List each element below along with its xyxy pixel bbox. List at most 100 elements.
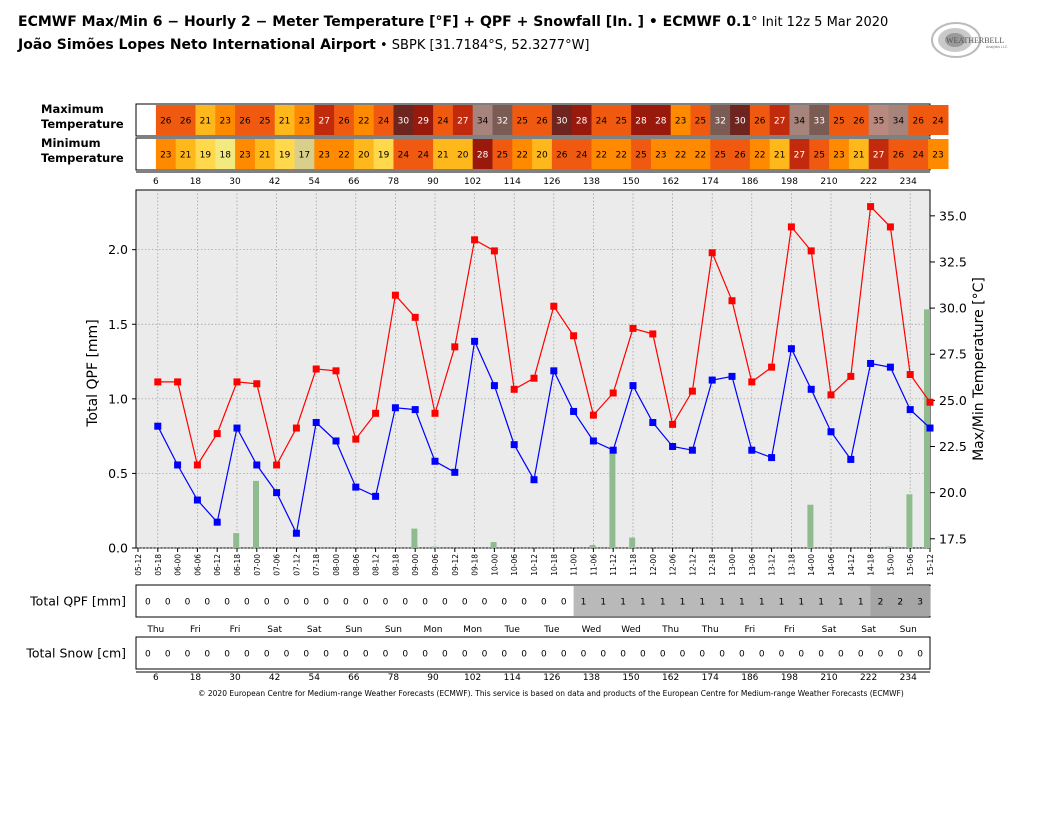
max-temp-row-cell bbox=[670, 105, 692, 135]
x-tick-label: 10-12 bbox=[530, 554, 539, 576]
min-temp-point bbox=[233, 424, 241, 432]
max-temp-row-cell bbox=[175, 105, 197, 135]
total-snow-value: 0 bbox=[204, 650, 210, 660]
max-temp-row-value: 26 bbox=[912, 117, 924, 127]
total-snow-value: 0 bbox=[739, 650, 745, 660]
total-qpf-value: 0 bbox=[145, 598, 151, 608]
total-snow-value: 0 bbox=[363, 650, 369, 660]
total-qpf-cell bbox=[771, 586, 792, 616]
total-qpf-value: 0 bbox=[165, 598, 171, 608]
top-hour-tick: 126 bbox=[543, 177, 560, 187]
total-snow-value: 0 bbox=[185, 650, 191, 660]
max-temp-point bbox=[768, 363, 776, 371]
min-temp-point bbox=[570, 407, 578, 415]
x-tick-label: 14-06 bbox=[827, 554, 836, 576]
min-temp-line bbox=[157, 339, 931, 536]
min-temp-row-cell bbox=[888, 139, 909, 169]
bottom-hour-tick: 222 bbox=[860, 673, 877, 683]
day-label: Fri bbox=[190, 625, 201, 635]
total-qpf-value: 0 bbox=[383, 598, 389, 608]
min-temp-row-value: 21 bbox=[774, 151, 785, 161]
min-temp-row-value: 20 bbox=[457, 151, 469, 161]
top-hour-tick: 30 bbox=[229, 177, 241, 187]
max-temp-row-cell bbox=[650, 105, 672, 135]
max-temp-point bbox=[688, 387, 696, 395]
min-temp-row-cell bbox=[393, 139, 414, 169]
min-temp-row-cell bbox=[650, 139, 672, 169]
max-temp-line bbox=[157, 205, 931, 467]
min-temp-row-value: 26 bbox=[556, 151, 568, 161]
total-qpf-value: 0 bbox=[284, 598, 290, 608]
min-temp-row-value: 26 bbox=[893, 151, 905, 161]
min-temp-row-cell bbox=[452, 139, 474, 169]
bottom-hour-tick: 102 bbox=[464, 673, 481, 683]
day-label: Thu bbox=[146, 625, 164, 635]
min-temp-row-value: 26 bbox=[734, 151, 746, 161]
total-qpf-value: 1 bbox=[858, 598, 864, 608]
max-temp-point bbox=[886, 223, 894, 231]
max-temp-point bbox=[807, 247, 815, 255]
max-temp-point bbox=[847, 372, 855, 380]
max-temp-row-value: 35 bbox=[873, 117, 884, 127]
max-temp-label-1: Maximum bbox=[41, 102, 104, 116]
x-tick-label: 10-00 bbox=[490, 554, 499, 576]
total-qpf-value: 1 bbox=[779, 598, 785, 608]
day-label: Wed bbox=[582, 625, 602, 635]
min-temp-label-2: Temperature bbox=[41, 151, 124, 165]
x-tick-label: 14-18 bbox=[867, 554, 876, 576]
left-tick-label: 1.5 bbox=[108, 317, 128, 332]
min-temp-point bbox=[490, 382, 498, 390]
total-snow-value: 0 bbox=[343, 650, 349, 660]
total-qpf-cell bbox=[870, 586, 891, 616]
max-temp-row-cell bbox=[789, 105, 810, 135]
total-snow-value: 0 bbox=[442, 650, 448, 660]
weatherbell-logo: WEATHERBELL Analytics LLC bbox=[931, 22, 1008, 58]
min-temp-row-cell bbox=[769, 139, 791, 169]
max-temp-row-value: 30 bbox=[734, 117, 746, 127]
min-temp-row-value: 22 bbox=[338, 151, 349, 161]
min-temp-point bbox=[213, 518, 221, 526]
total-qpf-value: 0 bbox=[521, 598, 527, 608]
min-temp-row-value: 27 bbox=[873, 151, 884, 161]
max-temp-point bbox=[471, 236, 479, 244]
total-qpf-value: 3 bbox=[917, 598, 923, 608]
max-temp-row-cell bbox=[551, 105, 573, 135]
top-hour-tick: 54 bbox=[308, 177, 320, 187]
max-temp-row-cell bbox=[908, 105, 929, 135]
min-temp-point bbox=[391, 404, 399, 412]
max-temp-row-cell bbox=[274, 105, 296, 135]
top-hour-tick: 222 bbox=[860, 177, 877, 187]
min-temp-point bbox=[629, 382, 637, 390]
x-tick-label: 09-18 bbox=[471, 554, 480, 576]
min-temp-row-cell bbox=[670, 139, 692, 169]
max-temp-row-cell bbox=[532, 105, 553, 135]
min-temp-row-cell bbox=[551, 139, 573, 169]
total-qpf-value: 2 bbox=[878, 598, 884, 608]
day-label: Mon bbox=[463, 625, 482, 635]
max-temp-row-cell bbox=[433, 105, 454, 135]
qpf-bar bbox=[411, 528, 418, 548]
bottom-hour-tick: 42 bbox=[269, 673, 280, 683]
min-temp-point bbox=[589, 437, 597, 445]
min-temp-point bbox=[193, 496, 201, 504]
bottom-hour-tick: 210 bbox=[820, 673, 837, 683]
qpf-bar bbox=[490, 542, 497, 548]
total-snow-value: 0 bbox=[165, 650, 171, 660]
total-snow-value: 0 bbox=[798, 650, 804, 660]
max-temp-row-value: 25 bbox=[695, 117, 706, 127]
x-tick-label: 08-12 bbox=[372, 554, 381, 576]
x-tick-label: 07-12 bbox=[292, 554, 301, 576]
max-temp-row-cell bbox=[928, 105, 949, 135]
max-temp-row-value: 27 bbox=[774, 117, 785, 127]
top-hour-tick: 150 bbox=[622, 177, 639, 187]
max-temp-point bbox=[253, 380, 261, 388]
min-temp-row-cell bbox=[472, 139, 494, 169]
min-temp-point bbox=[372, 492, 380, 500]
max-temp-row-cell bbox=[888, 105, 909, 135]
total-snow-value: 0 bbox=[244, 650, 250, 660]
min-temp-point bbox=[926, 424, 934, 432]
min-temp-point bbox=[431, 457, 439, 465]
max-temp-point bbox=[372, 409, 380, 417]
total-qpf-value: 0 bbox=[224, 598, 230, 608]
